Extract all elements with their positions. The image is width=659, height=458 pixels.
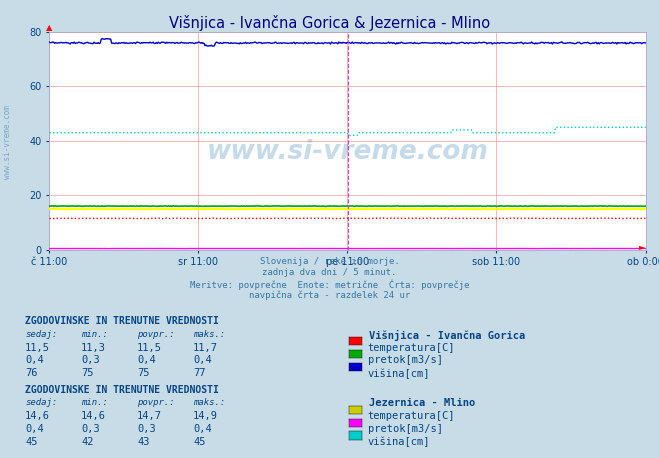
Text: pretok[m3/s]: pretok[m3/s]: [368, 424, 443, 434]
Text: sedaj:: sedaj:: [25, 398, 57, 408]
Text: 75: 75: [137, 368, 150, 378]
Text: 0,4: 0,4: [25, 355, 43, 365]
Text: min.:: min.:: [81, 398, 108, 408]
Text: 11,3: 11,3: [81, 343, 106, 353]
Text: Višnjica - Ivančna Gorica: Višnjica - Ivančna Gorica: [369, 330, 525, 341]
Text: 11,5: 11,5: [25, 343, 50, 353]
Text: zadnja dva dni / 5 minut.: zadnja dva dni / 5 minut.: [262, 268, 397, 278]
Text: višina[cm]: višina[cm]: [368, 437, 430, 447]
Text: ZGODOVINSKE IN TRENUTNE VREDNOSTI: ZGODOVINSKE IN TRENUTNE VREDNOSTI: [25, 316, 219, 326]
Text: maks.:: maks.:: [193, 398, 225, 408]
Text: 42: 42: [81, 437, 94, 447]
Text: ►: ►: [639, 242, 646, 251]
Text: pretok[m3/s]: pretok[m3/s]: [368, 355, 443, 365]
Text: 0,3: 0,3: [137, 424, 156, 434]
Text: 11,5: 11,5: [137, 343, 162, 353]
Text: min.:: min.:: [81, 330, 108, 339]
Text: 45: 45: [193, 437, 206, 447]
Text: www.si-vreme.com: www.si-vreme.com: [3, 105, 13, 179]
Text: ▲: ▲: [46, 23, 53, 32]
Text: navpična črta - razdelek 24 ur: navpična črta - razdelek 24 ur: [249, 290, 410, 300]
Text: 14,9: 14,9: [193, 411, 218, 421]
Text: 0,3: 0,3: [81, 355, 100, 365]
Text: 0,4: 0,4: [193, 424, 212, 434]
Text: sedaj:: sedaj:: [25, 330, 57, 339]
Text: 43: 43: [137, 437, 150, 447]
Text: 0,4: 0,4: [25, 424, 43, 434]
Text: 14,7: 14,7: [137, 411, 162, 421]
Text: maks.:: maks.:: [193, 330, 225, 339]
Text: temperatura[C]: temperatura[C]: [368, 343, 455, 353]
Text: 0,4: 0,4: [137, 355, 156, 365]
Text: 75: 75: [81, 368, 94, 378]
Text: 77: 77: [193, 368, 206, 378]
Text: 45: 45: [25, 437, 38, 447]
Text: www.si-vreme.com: www.si-vreme.com: [207, 139, 488, 165]
Text: povpr.:: povpr.:: [137, 330, 175, 339]
Text: 11,7: 11,7: [193, 343, 218, 353]
Text: povpr.:: povpr.:: [137, 398, 175, 408]
Text: Slovenija / reke in morje.: Slovenija / reke in morje.: [260, 257, 399, 267]
Text: 76: 76: [25, 368, 38, 378]
Text: 14,6: 14,6: [81, 411, 106, 421]
Text: 14,6: 14,6: [25, 411, 50, 421]
Text: Jezernica - Mlino: Jezernica - Mlino: [369, 398, 475, 409]
Text: 0,4: 0,4: [193, 355, 212, 365]
Text: Višnjica - Ivančna Gorica & Jezernica - Mlino: Višnjica - Ivančna Gorica & Jezernica - …: [169, 15, 490, 31]
Text: 0,3: 0,3: [81, 424, 100, 434]
Text: ZGODOVINSKE IN TRENUTNE VREDNOSTI: ZGODOVINSKE IN TRENUTNE VREDNOSTI: [25, 385, 219, 395]
Text: višina[cm]: višina[cm]: [368, 368, 430, 379]
Text: Meritve: povprečne  Enote: metrične  Črta: povprečje: Meritve: povprečne Enote: metrične Črta:…: [190, 279, 469, 290]
Text: temperatura[C]: temperatura[C]: [368, 411, 455, 421]
